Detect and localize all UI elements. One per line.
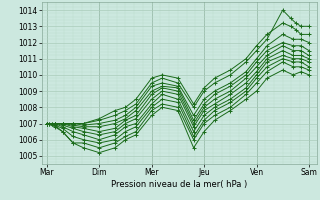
X-axis label: Pression niveau de la mer( hPa ): Pression niveau de la mer( hPa ) bbox=[111, 180, 247, 189]
